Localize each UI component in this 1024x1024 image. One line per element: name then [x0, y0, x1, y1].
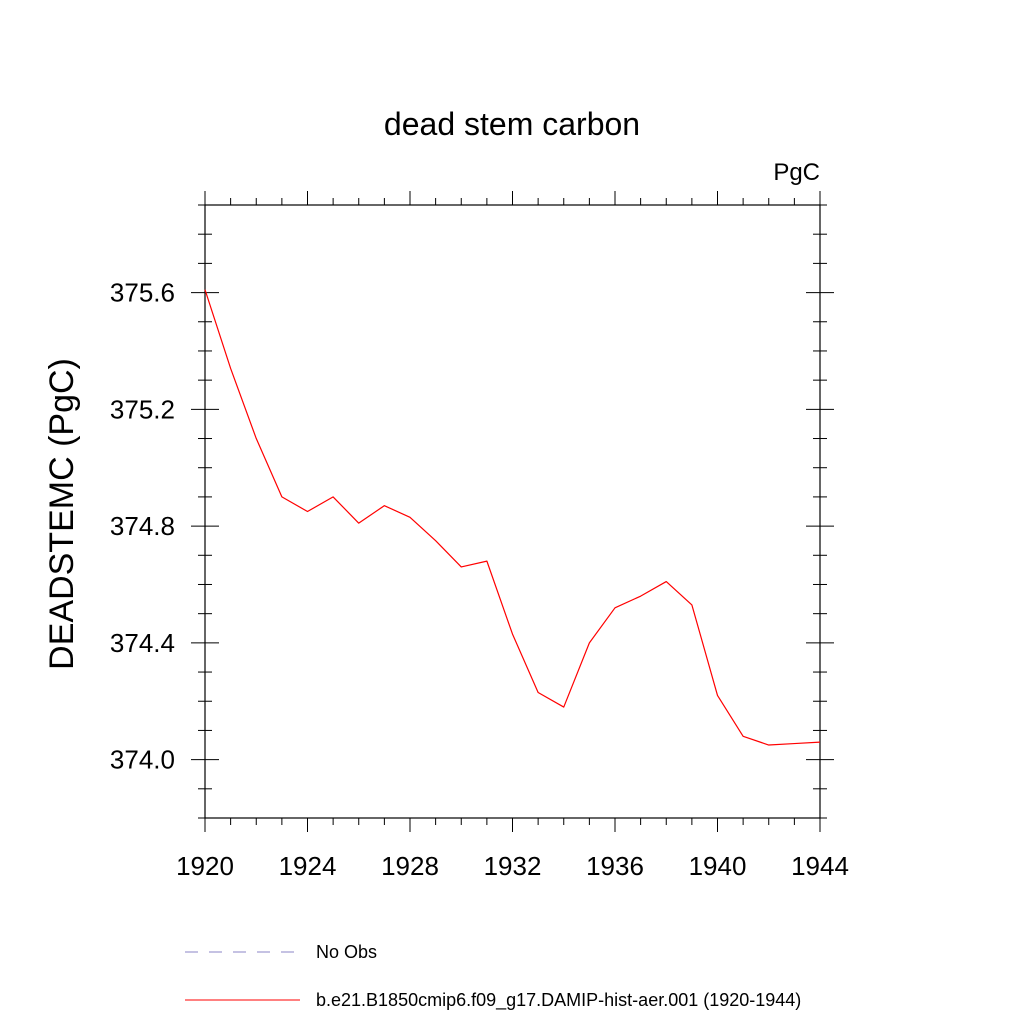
- x-tick-label: 1940: [689, 851, 747, 881]
- y-tick-label: 375.2: [110, 394, 175, 424]
- series-layer: [204, 289, 821, 746]
- chart-title: dead stem carbon: [384, 106, 640, 142]
- plot-frame: [204, 204, 821, 819]
- x-tick-label: 1932: [484, 851, 542, 881]
- y-tick-label: 375.6: [110, 278, 175, 308]
- x-tick-label: 1936: [586, 851, 644, 881]
- y-tick-label: 374.8: [110, 511, 175, 541]
- legend-label-no-obs: No Obs: [316, 942, 377, 962]
- x-tick-label: 1920: [176, 851, 234, 881]
- units-label: PgC: [773, 159, 820, 186]
- legend: No Obs b.e21.B1850cmip6.f09_g17.DAMIP-hi…: [185, 942, 801, 1011]
- axis-ticks: [191, 191, 834, 832]
- y-tick-label: 374.4: [110, 628, 175, 658]
- y-axis-label: DEADSTEMC (PgC): [43, 358, 81, 670]
- series-line: [204, 289, 821, 746]
- axis-tick-labels: 1920 1924 1928 1932 1936 1940 1944 374.0 374.4 37…: [110, 278, 849, 881]
- legend-label-model: b.e21.B1850cmip6.f09_g17.DAMIP-hist-aer.…: [316, 990, 801, 1011]
- x-tick-label: 1944: [791, 851, 849, 881]
- y-tick-label: 374.0: [110, 745, 175, 775]
- x-tick-label: 1924: [279, 851, 337, 881]
- x-tick-label: 1928: [381, 851, 439, 881]
